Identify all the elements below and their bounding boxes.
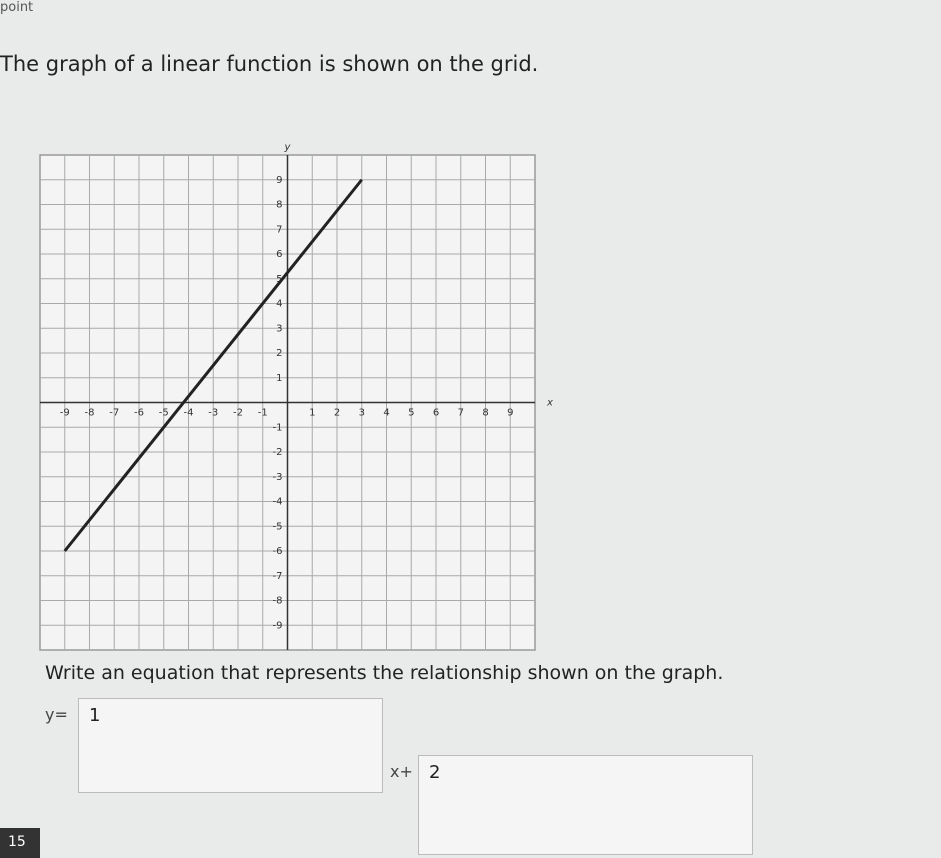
x-tick-label: 6 <box>433 408 439 419</box>
y-tick-label: -7 <box>273 571 283 582</box>
function-line <box>63 178 363 552</box>
y-tick-label: 4 <box>276 299 282 310</box>
y-tick-label: -6 <box>273 546 283 557</box>
x-tick-label: -4 <box>184 408 194 419</box>
y-tick-label: 3 <box>276 323 282 334</box>
y-tick-label: 5 <box>276 274 282 285</box>
x-tick-label: -7 <box>109 408 119 419</box>
x-tick-label: -1 <box>258 408 268 419</box>
y-tick-label: -9 <box>273 620 283 631</box>
y-tick-label: 7 <box>276 224 282 235</box>
x-tick-label: 5 <box>408 408 414 419</box>
y-tick-label: -4 <box>273 497 283 508</box>
x-tick-label: 9 <box>507 408 513 419</box>
x-tick-label: -8 <box>85 408 95 419</box>
x-tick-label: -9 <box>60 408 70 419</box>
x-tick-label: -6 <box>134 408 144 419</box>
x-tick-label: 1 <box>309 408 315 419</box>
prompt: Write an equation that represents the re… <box>45 662 724 684</box>
y-tick-label: -2 <box>273 447 283 458</box>
y-tick-label: -5 <box>273 521 283 532</box>
x-axis-label: x <box>546 398 553 409</box>
y-tick-label: 8 <box>276 200 282 211</box>
y-axis-label: y <box>284 142 292 153</box>
x-tick-label: 7 <box>458 408 464 419</box>
y-tick-label: -3 <box>273 472 283 483</box>
x-tick-label: -5 <box>159 408 169 419</box>
x-tick-label: -3 <box>208 408 218 419</box>
x-tick-label: 8 <box>482 408 488 419</box>
question: The graph of a linear function is shown … <box>0 52 539 76</box>
intercept-input[interactable]: 2 <box>418 755 753 855</box>
graph: -9 -8 -7 -6 -5 -4 -3 -2 -1 1 2 3 4 5 6 7 8 9 -9 -8 -7 -6 -5 -4 -… <box>39 142 553 651</box>
x-tick-label: -2 <box>233 408 243 419</box>
y-tick-label: -8 <box>273 596 283 607</box>
y-tick-label: 9 <box>276 175 282 186</box>
x-plus-label: x+ <box>390 762 413 781</box>
page-number: 15 <box>0 828 40 858</box>
y-equals-label: y= <box>45 705 68 724</box>
slope-input[interactable]: 1 <box>78 698 383 793</box>
y-tick-label: 2 <box>276 348 282 359</box>
x-tick-label: 4 <box>383 408 389 419</box>
y-tick-label: 1 <box>276 373 282 384</box>
y-tick-label: 6 <box>276 249 282 260</box>
y-tick-label: -1 <box>273 422 283 433</box>
point-label: point <box>0 0 34 15</box>
x-tick-label: 2 <box>334 408 340 419</box>
x-tick-label: 3 <box>359 408 365 419</box>
